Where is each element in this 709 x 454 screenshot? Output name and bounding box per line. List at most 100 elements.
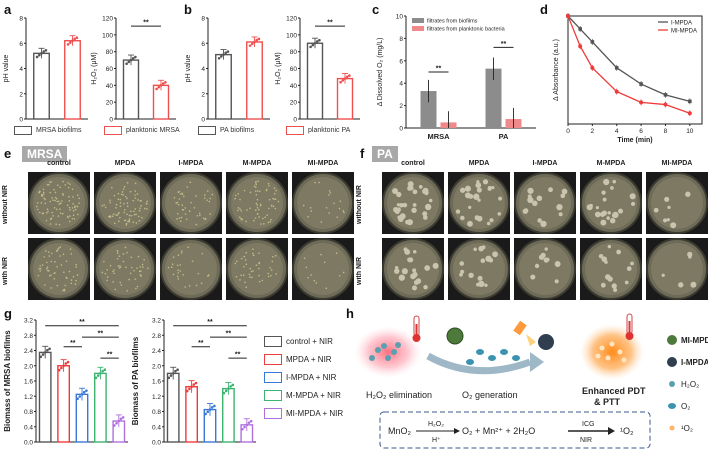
colony — [464, 185, 471, 192]
colony — [135, 222, 138, 224]
colony — [134, 194, 136, 196]
colony — [309, 206, 312, 209]
colony — [177, 191, 180, 193]
colony — [662, 218, 668, 223]
colony — [273, 187, 276, 189]
schematic-h: H₂O₂ elimination O₂ generation Enhanced … — [354, 313, 708, 449]
colony — [126, 197, 128, 200]
colony — [195, 195, 197, 197]
colony — [132, 221, 135, 223]
colony — [251, 276, 253, 279]
colony — [172, 273, 175, 276]
data-point — [185, 389, 189, 393]
data-point — [80, 393, 84, 396]
sig-label: ** — [207, 319, 213, 326]
colony — [128, 220, 131, 223]
colony — [115, 203, 118, 206]
colony — [39, 270, 41, 272]
data-point — [78, 395, 82, 398]
colony — [408, 257, 414, 263]
colony — [138, 220, 141, 222]
bar — [75, 393, 89, 443]
colony — [108, 215, 110, 218]
colony — [261, 279, 264, 282]
data-point — [71, 39, 74, 43]
y-tick-label: 0 — [201, 117, 205, 124]
data-point — [134, 55, 137, 59]
bar — [306, 42, 324, 120]
legend-swatch — [412, 26, 424, 31]
data-point — [60, 366, 63, 370]
colony — [71, 207, 74, 209]
y-tick-label: 6 — [201, 41, 205, 48]
colony — [68, 220, 71, 223]
data-point — [224, 389, 228, 393]
data-point — [94, 376, 98, 380]
colony — [255, 180, 257, 183]
legend-a-2-label: planktonic MRSA — [126, 127, 180, 134]
colony — [178, 198, 181, 200]
data-point — [66, 360, 70, 364]
colony — [142, 266, 144, 268]
colony — [558, 212, 563, 217]
colony — [196, 214, 199, 217]
colony — [338, 275, 341, 277]
colony — [601, 190, 606, 195]
petri-plate — [382, 172, 444, 234]
data-point — [115, 421, 118, 425]
sig-label: ** — [501, 41, 507, 48]
legend-g-swatch — [264, 354, 282, 365]
petri-plate — [94, 172, 156, 234]
colony — [133, 213, 136, 216]
bar — [185, 386, 199, 443]
data-point — [248, 44, 252, 47]
colony — [50, 252, 53, 255]
colony — [72, 196, 74, 198]
colony — [122, 253, 125, 255]
colony — [39, 267, 42, 270]
colony — [76, 274, 79, 276]
data-point — [99, 372, 102, 375]
y-tick-label: 1.2 — [24, 394, 33, 401]
y-tick-label: 0 — [293, 117, 297, 124]
bar — [33, 52, 50, 120]
plate-row-label: without NIR — [356, 185, 363, 225]
colony — [241, 218, 243, 221]
colony — [106, 268, 108, 271]
colony — [126, 251, 128, 254]
colony — [243, 255, 246, 258]
y-tick-label: 2.4 — [152, 348, 161, 355]
colony — [61, 200, 63, 202]
data-point — [176, 368, 179, 372]
data-point — [159, 84, 163, 87]
y-axis-label: H₂O₂ (μM) — [91, 52, 98, 84]
mi-mpda-particle — [446, 327, 464, 345]
h2o2-cluster — [369, 342, 401, 361]
colony — [63, 289, 66, 292]
data-point — [73, 37, 76, 41]
colony — [480, 258, 486, 264]
eq-top2: ICG — [582, 421, 594, 428]
data-point — [226, 50, 230, 53]
colony — [47, 251, 50, 253]
data-point — [339, 80, 342, 84]
thermometer-icon — [412, 315, 421, 342]
colony — [176, 275, 179, 278]
colony — [207, 275, 209, 277]
colony — [497, 212, 501, 216]
colony — [423, 284, 428, 290]
colony — [103, 260, 105, 263]
colony — [209, 197, 211, 200]
colony — [120, 193, 123, 196]
colony — [181, 204, 184, 206]
legend-label: filtrates from planktonic bacteria — [427, 27, 506, 33]
legend-g-item: I-MPDA + NIR — [264, 372, 354, 383]
colony — [303, 257, 306, 259]
x-tick-label: 4 — [615, 128, 619, 135]
colony — [536, 195, 543, 202]
x-tick-label: 8 — [664, 128, 668, 135]
colony — [249, 207, 251, 210]
colony — [129, 272, 132, 275]
colony — [67, 216, 69, 219]
colony — [68, 195, 70, 198]
